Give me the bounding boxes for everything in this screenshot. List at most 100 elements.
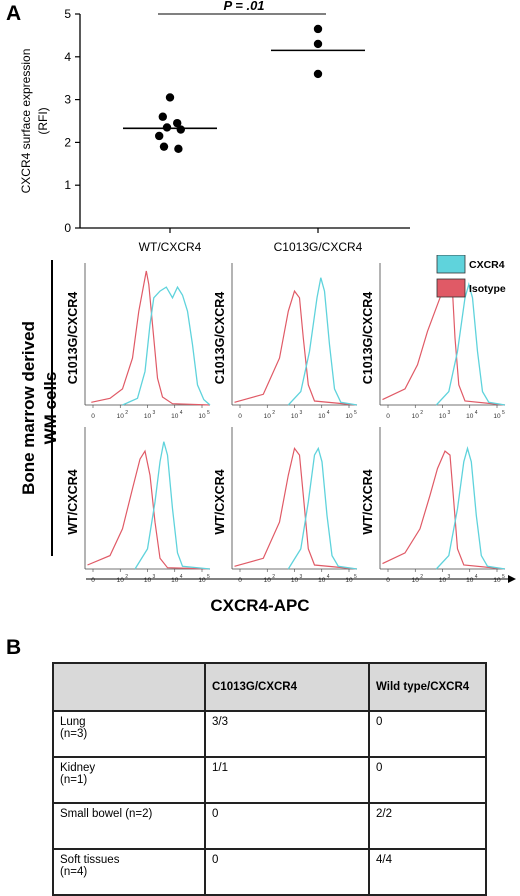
histogram-x-tick-label: 10 <box>171 577 179 584</box>
table-cell: 0 <box>368 710 487 758</box>
histogram-x-tick-exponent: 5 <box>354 410 357 416</box>
data-point <box>313 39 323 49</box>
histogram-x-tick-exponent: 5 <box>207 574 210 580</box>
histogram-x-tick-exponent: 2 <box>420 574 423 580</box>
histogram-panel-label: WT/CXCR4 <box>361 469 375 534</box>
histogram-x-tick-label: 10 <box>439 577 447 584</box>
histogram-x-tick-exponent: 2 <box>125 410 128 416</box>
histogram-x-tick-label: 10 <box>291 413 299 420</box>
histogram-panel-label: WT/CXCR4 <box>213 469 227 534</box>
legend-swatch <box>436 255 466 274</box>
histogram-x-tick-label: 0 <box>238 413 242 420</box>
histogram-x-tick-label: 0 <box>91 413 95 420</box>
cxcr4-curve <box>435 281 506 406</box>
histogram-row-bracket <box>51 260 53 556</box>
cxcr4-curve <box>287 277 358 406</box>
panel-a-label: A <box>6 2 22 25</box>
histogram-x-tick-label: 10 <box>493 577 501 584</box>
histogram-x-tick-exponent: 5 <box>502 410 505 416</box>
isotype-curve <box>382 286 506 406</box>
histogram-x-tick-label: 10 <box>144 413 152 420</box>
histogram-x-tick-exponent: 3 <box>153 574 156 580</box>
histogram-x-tick-exponent: 3 <box>448 410 451 416</box>
histogram-panel-label: C1013G/CXCR4 <box>361 292 375 384</box>
histogram-x-tick-label: 10 <box>466 577 474 584</box>
isotype-curve <box>382 450 506 570</box>
table-cell: 0 <box>204 848 370 896</box>
histogram-x-tick-label: 10 <box>171 413 179 420</box>
scatter-marks: P = .01 <box>123 0 365 154</box>
histogram-x-tick-exponent: 3 <box>448 574 451 580</box>
legend-label: Isotype <box>469 283 506 295</box>
isotype-curve <box>91 270 211 406</box>
histogram-x-tick-label: 10 <box>412 577 420 584</box>
histogram-x-tick-exponent: 2 <box>420 410 423 416</box>
histogram-panel-label: C1013G/CXCR4 <box>66 292 80 384</box>
histogram-x-tick-label: 10 <box>264 577 272 584</box>
histogram-x-tick-label: 10 <box>318 413 326 420</box>
y-tick-label: 1 <box>64 178 71 192</box>
table-header-cell: Wild type/CXCR4 <box>368 662 487 712</box>
isotype-curve <box>234 289 358 406</box>
histogram-x-tick-exponent: 3 <box>300 574 303 580</box>
isotype-curve <box>234 447 358 570</box>
histogram-x-tick-label: 10 <box>345 577 353 584</box>
table-cell: Lung (n=3) <box>52 710 206 758</box>
table-row: Small bowel (n=2) 0 2/2 <box>52 802 487 850</box>
cxcr4-curve <box>122 285 211 406</box>
histogram-panel: 0 10 2 10 3 10 4 10 5WT/CXCR4 <box>66 427 211 584</box>
table-cell: Soft tissues (n=4) <box>52 848 206 896</box>
histogram-panel-label: WT/CXCR4 <box>66 469 80 534</box>
results-table: C1013G/CXCR4 Wild type/CXCR4 Lung (n=3) 3… <box>52 662 487 896</box>
x-arrow-head <box>508 575 516 583</box>
table-header-row: C1013G/CXCR4 Wild type/CXCR4 <box>52 662 487 712</box>
cxcr4-curve <box>134 441 211 570</box>
histogram-x-tick-label: 10 <box>493 413 501 420</box>
table-cell: 3/3 <box>204 710 370 758</box>
table-cell: Kidney (n=1) <box>52 756 206 804</box>
data-point <box>155 131 164 141</box>
histogram-x-tick-label: 10 <box>198 413 206 420</box>
table-row: Soft tissues (n=4) 0 4/4 <box>52 848 487 896</box>
table-cell: 1/1 <box>204 756 370 804</box>
p-value-annotation: P = .01 <box>223 0 264 13</box>
histogram-x-tick-exponent: 5 <box>354 574 357 580</box>
histogram-x-tick-label: 10 <box>117 577 125 584</box>
histogram-panel-label: C1013G/CXCR4 <box>213 292 227 384</box>
histogram-legend: CXCR4 Isotype <box>436 255 506 298</box>
histogram-x-tick-exponent: 4 <box>475 574 478 580</box>
y-axis-title-line: CXCR4 surface expression <box>19 49 33 194</box>
y-tick-label: 4 <box>64 50 71 64</box>
histogram-x-tick-label: 10 <box>264 413 272 420</box>
histogram-x-tick-label: 0 <box>91 577 95 584</box>
panel-b-label: B <box>6 636 22 659</box>
histogram-x-tick-exponent: 2 <box>272 574 275 580</box>
legend-swatch <box>436 278 466 298</box>
scatter-chart: 0 1 2 3 4 5 WT/CXCR4 C1013G/CXCR4 CXCR4 surface … <box>19 0 410 254</box>
table-header-cell <box>52 662 206 712</box>
isotype-curve <box>87 449 211 570</box>
data-point <box>313 24 323 34</box>
histogram-x-tick-label: 10 <box>144 577 152 584</box>
histogram-x-tick-label: 10 <box>412 413 420 420</box>
histogram-x-tick-exponent: 4 <box>327 574 330 580</box>
histogram-x-tick-exponent: 3 <box>153 410 156 416</box>
histogram-x-tick-exponent: 4 <box>180 410 183 416</box>
histogram-panel: 0 10 2 10 3 10 4 10 5WT/CXCR4 <box>361 427 506 584</box>
table-cell: 0 <box>204 802 370 850</box>
histogram-x-tick-label: 10 <box>117 413 125 420</box>
histogram-x-tick-label: 0 <box>386 413 390 420</box>
histogram-x-title: CXCR4-APC <box>210 596 310 615</box>
x-tick-label: C1013G/CXCR4 <box>274 240 363 254</box>
table-cell: Small bowel (n=2) <box>52 802 206 850</box>
data-point <box>159 142 169 151</box>
histogram-x-tick-exponent: 4 <box>327 410 330 416</box>
histogram-x-tick-label: 10 <box>291 577 299 584</box>
histogram-x-tick-label: 10 <box>198 577 206 584</box>
histogram-x-tick-label: 10 <box>318 577 326 584</box>
table-row: Kidney (n=1) 1/1 0 <box>52 756 487 804</box>
